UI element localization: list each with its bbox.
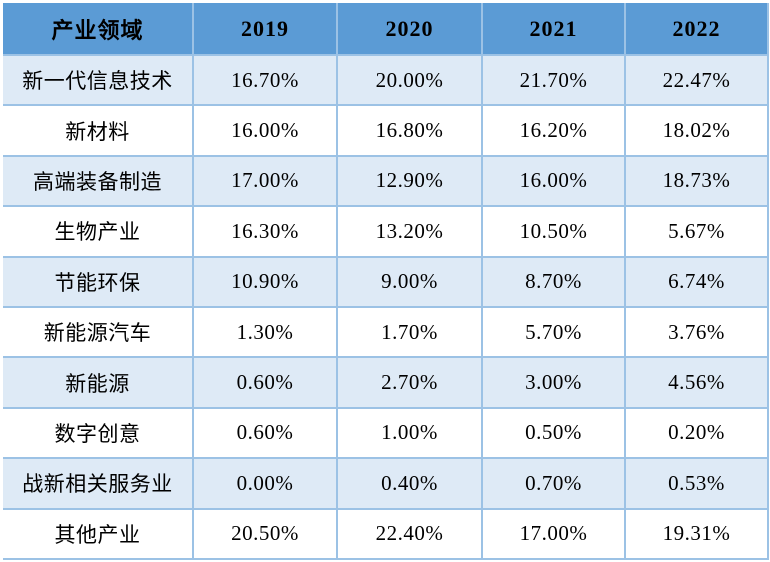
value-cell: 3.76%	[624, 305, 769, 359]
value-cell: 16.70%	[192, 53, 338, 107]
value-cell: 10.50%	[481, 205, 626, 258]
value-cell: 1.70%	[336, 305, 483, 359]
table-row: 新能源汽车 1.30% 1.70% 5.70% 3.76%	[3, 305, 769, 359]
value-cell: 5.67%	[624, 205, 769, 258]
value-cell: 0.70%	[481, 457, 626, 510]
table-row: 数字创意 0.60% 1.00% 0.50% 0.20%	[3, 406, 769, 460]
value-cell: 0.20%	[624, 406, 769, 460]
value-cell: 8.70%	[481, 255, 626, 308]
column-header-year: 2020	[336, 3, 483, 56]
value-cell: 16.30%	[192, 205, 338, 258]
value-cell: 1.30%	[192, 305, 338, 359]
table-row: 新材料 16.00% 16.80% 16.20% 18.02%	[3, 104, 769, 157]
value-cell: 16.80%	[336, 104, 483, 157]
value-cell: 17.00%	[192, 154, 338, 208]
value-cell: 19.31%	[624, 507, 769, 561]
value-cell: 22.47%	[624, 53, 769, 107]
column-header-year: 2022	[624, 3, 769, 56]
industry-share-table: 产业领域 2019 2020 2021 2022 新一代信息技术 16.70% 20.00%…	[3, 3, 769, 561]
row-label: 生物产业	[3, 205, 194, 258]
row-label: 节能环保	[3, 255, 194, 308]
value-cell: 4.56%	[624, 356, 769, 409]
table-row: 战新相关服务业 0.00% 0.40% 0.70% 0.53%	[3, 457, 769, 510]
table-row: 新一代信息技术 16.70% 20.00% 21.70% 22.47%	[3, 53, 769, 107]
value-cell: 9.00%	[336, 255, 483, 308]
value-cell: 16.20%	[481, 104, 626, 157]
table-row: 生物产业 16.30% 13.20% 10.50% 5.67%	[3, 205, 769, 258]
row-label: 数字创意	[3, 406, 194, 460]
value-cell: 12.90%	[336, 154, 483, 208]
column-header-year: 2021	[481, 3, 626, 56]
row-label: 新一代信息技术	[3, 53, 194, 107]
value-cell: 18.02%	[624, 104, 769, 157]
value-cell: 3.00%	[481, 356, 626, 409]
row-label: 新能源	[3, 356, 194, 409]
table-row: 高端装备制造 17.00% 12.90% 16.00% 18.73%	[3, 154, 769, 208]
value-cell: 1.00%	[336, 406, 483, 460]
value-cell: 16.00%	[192, 104, 338, 157]
row-label: 战新相关服务业	[3, 457, 194, 510]
value-cell: 21.70%	[481, 53, 626, 107]
row-label: 新材料	[3, 104, 194, 157]
value-cell: 17.00%	[481, 507, 626, 561]
table-row: 节能环保 10.90% 9.00% 8.70% 6.74%	[3, 255, 769, 308]
value-cell: 13.20%	[336, 205, 483, 258]
value-cell: 0.60%	[192, 356, 338, 409]
value-cell: 16.00%	[481, 154, 626, 208]
row-label: 高端装备制造	[3, 154, 194, 208]
value-cell: 20.00%	[336, 53, 483, 107]
row-label: 新能源汽车	[3, 305, 194, 359]
value-cell: 0.53%	[624, 457, 769, 510]
column-header-year: 2019	[192, 3, 338, 56]
value-cell: 22.40%	[336, 507, 483, 561]
header-row: 产业领域 2019 2020 2021 2022	[3, 3, 769, 56]
value-cell: 0.50%	[481, 406, 626, 460]
table-row: 新能源 0.60% 2.70% 3.00% 4.56%	[3, 356, 769, 409]
value-cell: 0.40%	[336, 457, 483, 510]
value-cell: 0.00%	[192, 457, 338, 510]
value-cell: 6.74%	[624, 255, 769, 308]
value-cell: 18.73%	[624, 154, 769, 208]
table-body: 新一代信息技术 16.70% 20.00% 21.70% 22.47% 新材料 16.00%…	[3, 53, 769, 561]
value-cell: 10.90%	[192, 255, 338, 308]
row-label: 其他产业	[3, 507, 194, 561]
value-cell: 2.70%	[336, 356, 483, 409]
table-row: 其他产业 20.50% 22.40% 17.00% 19.31%	[3, 507, 769, 561]
column-header-industry: 产业领域	[3, 3, 194, 56]
value-cell: 5.70%	[481, 305, 626, 359]
value-cell: 0.60%	[192, 406, 338, 460]
value-cell: 20.50%	[192, 507, 338, 561]
